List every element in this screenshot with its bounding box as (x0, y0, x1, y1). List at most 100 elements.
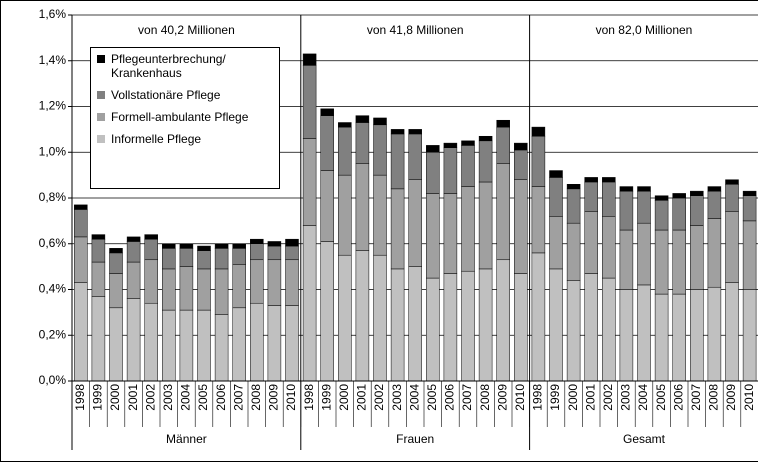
x-tick-label: 2010 (284, 384, 298, 411)
bar-segment (619, 186, 634, 192)
bar-segment (619, 229, 634, 290)
bar-segment (320, 108, 334, 116)
bar-segment (267, 245, 282, 261)
x-tick-label: 1999 (91, 384, 105, 411)
x-tick-label: 1999 (548, 384, 562, 411)
bar-segment (672, 197, 686, 231)
y-tick-label: 1,0% (39, 144, 67, 158)
y-tick-label: 0,4% (39, 282, 67, 296)
annotation: von 41,8 Millionen (367, 23, 464, 37)
bar-segment (478, 140, 493, 183)
bar-segment (707, 286, 722, 382)
bar-segment (496, 259, 510, 382)
bar-segment (426, 145, 440, 153)
x-tick-label: 2007 (689, 384, 703, 411)
bar-segment (373, 124, 387, 176)
bar-segment (584, 181, 598, 212)
bar-segment (338, 126, 352, 176)
bar-segment (126, 241, 141, 263)
bar-segment (355, 115, 370, 123)
legend-item: Informelle Pflege (97, 132, 273, 146)
bar-segment (250, 238, 264, 245)
x-tick-label: 2002 (601, 384, 615, 411)
legend: Pflegeunterbrechung/ Krankenhaus Vollstat… (90, 47, 280, 189)
bar-segment (549, 216, 563, 270)
bar-segment (514, 273, 528, 382)
bar-segment (461, 145, 475, 187)
y-tick-label: 0,0% (39, 373, 67, 387)
bar-segment (214, 314, 229, 382)
x-tick-label: 2003 (619, 384, 633, 411)
bar-segment (408, 179, 422, 267)
x-tick-label: 2003 (161, 384, 175, 411)
bar-segment (672, 229, 686, 295)
bar-segment (426, 152, 440, 194)
bar-segment (531, 135, 546, 187)
bar-segment (250, 302, 264, 382)
bar-segment (162, 248, 176, 270)
bar-segment (443, 142, 458, 148)
bar-segment (285, 259, 299, 306)
x-tick-label: 2006 (443, 384, 457, 411)
bar-segment (725, 179, 739, 185)
bar-segment (179, 248, 194, 267)
bar-segment (619, 289, 634, 382)
bar-segment (707, 186, 722, 192)
y-tick-label: 1,2% (39, 99, 67, 113)
bar-segment (91, 296, 106, 382)
x-tick-label: 1998 (302, 384, 316, 411)
x-tick-label: 2009 (495, 384, 509, 411)
bar-segment (725, 282, 739, 382)
bar-segment (302, 138, 317, 226)
x-tick-label: 1999 (319, 384, 333, 411)
bar-segment (514, 142, 528, 151)
legend-label: Informelle Pflege (111, 132, 202, 146)
bar-segment (742, 195, 757, 222)
bar-segment (549, 268, 563, 382)
bar-segment (338, 122, 352, 128)
bar-segment (179, 266, 194, 311)
bar-segment (74, 236, 88, 283)
x-tick-label: 2010 (742, 384, 756, 411)
bar-segment (690, 190, 704, 196)
bar-segment (355, 250, 370, 382)
bar-segment (302, 65, 317, 139)
x-tick-label: 2008 (707, 384, 721, 411)
bar-segment (109, 252, 123, 274)
x-tick-label: 2005 (654, 384, 668, 411)
x-tick-label: 2002 (143, 384, 157, 411)
bar-segment (285, 238, 299, 247)
group-label: Männer (166, 432, 207, 446)
bar-segment (478, 135, 493, 142)
bar-segment (602, 181, 616, 217)
bar-segment (390, 129, 405, 135)
bar-segment (320, 115, 334, 171)
bar-segment (373, 174, 387, 256)
bar-segment (654, 229, 669, 295)
bar-segment (496, 163, 510, 261)
bar-segment (514, 149, 528, 180)
annotation: von 82,0 Millionen (596, 23, 693, 37)
bar-segment (725, 184, 739, 212)
bar-segment (144, 238, 158, 261)
x-tick-label: 2006 (214, 384, 228, 411)
bar-segment (109, 248, 123, 254)
bar-segment (355, 163, 370, 251)
legend-item: Pflegeunterbrechung/ Krankenhaus (97, 52, 273, 80)
legend-swatch (97, 55, 105, 63)
bar-segment (672, 193, 686, 199)
bar-segment (390, 188, 405, 270)
bar-segment (602, 277, 616, 382)
bar-segment (320, 170, 334, 242)
bar-segment (355, 122, 370, 164)
x-tick-label: 2004 (636, 384, 650, 411)
bar-segment (531, 186, 546, 254)
bar-segment (390, 133, 405, 190)
bar-segment (654, 293, 669, 382)
bar-segment (214, 268, 229, 315)
bar-segment (566, 184, 581, 190)
bar-segment (531, 126, 546, 137)
bar-segment (690, 225, 704, 290)
bar-segment (408, 133, 422, 180)
